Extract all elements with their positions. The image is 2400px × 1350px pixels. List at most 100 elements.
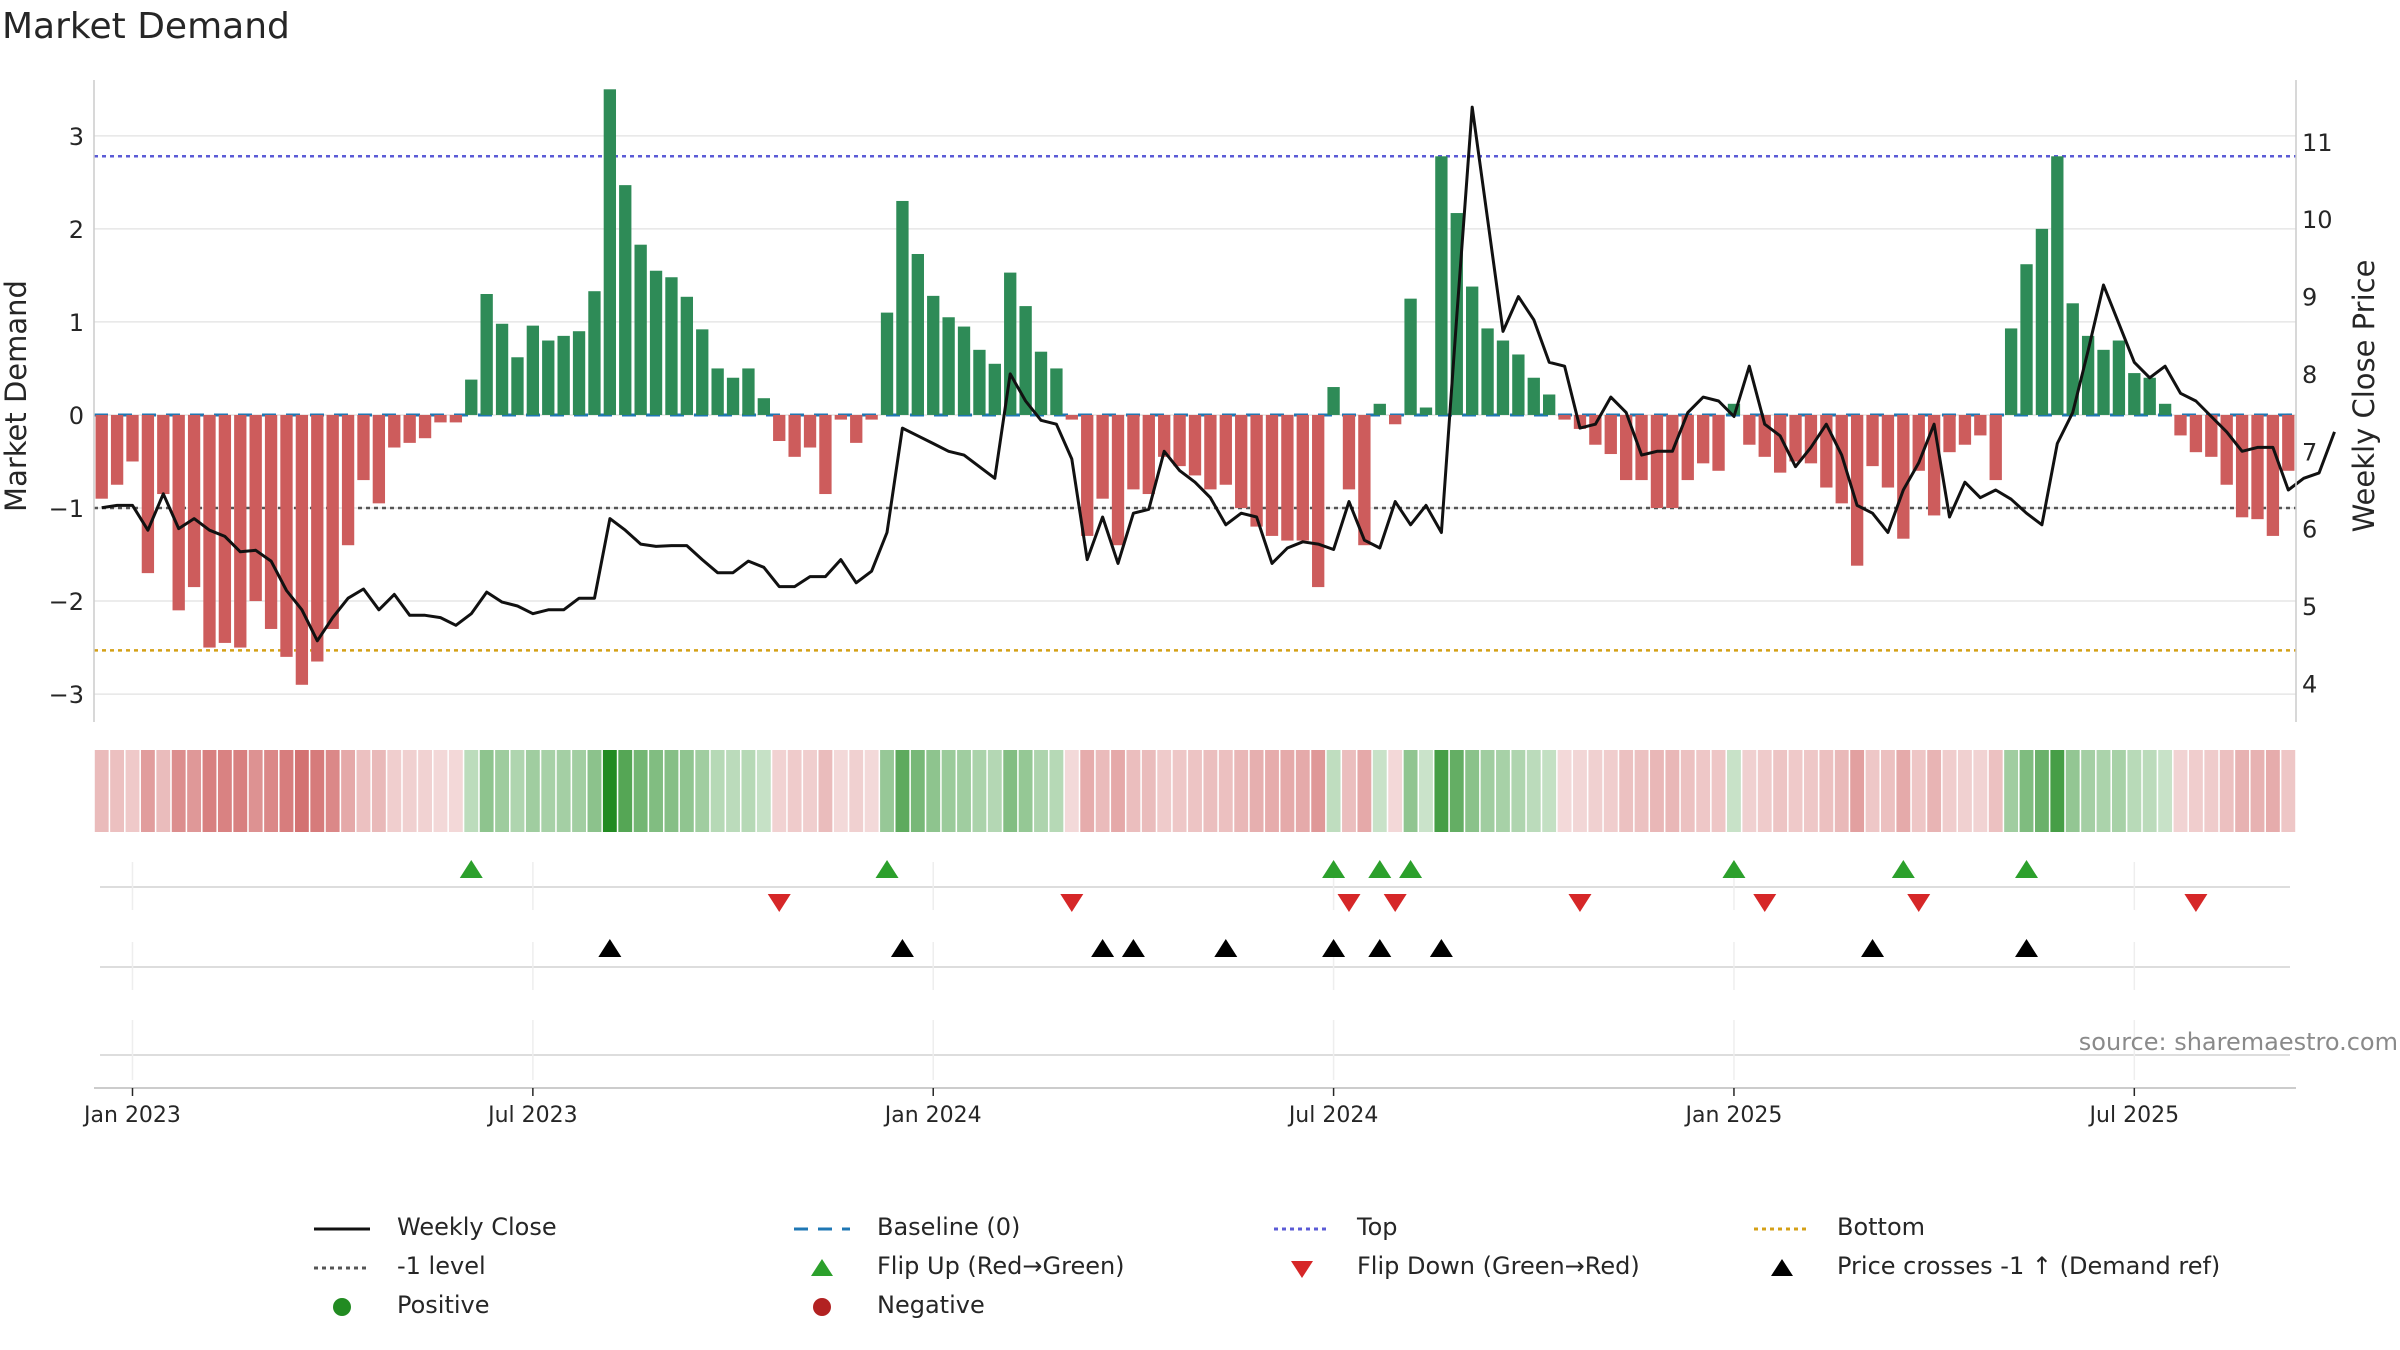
heat-cell <box>1834 750 1849 832</box>
demand-bar <box>126 414 139 462</box>
heat-cell <box>1280 750 1295 832</box>
heat-cell <box>341 750 356 832</box>
demand-bar <box>803 414 817 448</box>
heat-cell <box>387 750 402 832</box>
heat-cell <box>664 750 679 832</box>
demand-bar <box>357 414 370 481</box>
event-markers <box>459 860 2208 957</box>
x-tick-label: Jul 2023 <box>486 1103 578 1128</box>
demand-bar <box>1681 414 1694 481</box>
heat-cell <box>2127 750 2142 832</box>
demand-bar <box>1666 414 1679 508</box>
demand-bar <box>295 414 309 685</box>
demand-bar <box>649 270 663 415</box>
demand-bar <box>757 398 770 415</box>
heat-cell <box>1049 750 1064 832</box>
heat-cell <box>2219 750 2234 832</box>
flip-up-marker <box>2015 860 2039 878</box>
heat-cell <box>495 750 509 832</box>
heat-cell <box>787 750 802 832</box>
heat-cell <box>1865 750 1880 832</box>
heat-cell <box>1573 750 1587 832</box>
demand-bar <box>942 317 955 415</box>
x-tick-label: Jul 2024 <box>1287 1103 1379 1128</box>
demand-bar <box>880 312 894 415</box>
heat-cell <box>772 750 787 832</box>
demand-bar <box>1419 407 1433 415</box>
heat-cell <box>1480 750 1495 832</box>
heat-cell <box>741 750 756 832</box>
demand-bar <box>264 414 278 629</box>
demand-bar <box>1312 414 1325 588</box>
heat-cell <box>202 750 217 832</box>
heat-cell <box>1850 750 1865 832</box>
demand-bar <box>480 294 493 415</box>
heat-cell <box>1234 750 1249 832</box>
demand-bar <box>1727 403 1741 415</box>
circle-icon <box>333 1298 351 1316</box>
heat-cell <box>2173 750 2188 832</box>
heat-cell <box>649 750 663 832</box>
demand-bar <box>95 414 108 499</box>
demand-bar <box>557 335 570 415</box>
demand-bar <box>1296 414 1309 541</box>
flip-down-marker <box>2184 894 2208 912</box>
demand-bar <box>1373 403 1386 415</box>
demand-bar <box>742 368 755 415</box>
heat-cell <box>1126 750 1141 832</box>
demand-bar <box>1019 306 1032 415</box>
demand-bar <box>249 414 262 602</box>
demand-bar <box>1235 414 1248 508</box>
demand-bar <box>2266 414 2280 536</box>
y2-tick-label: 5 <box>2302 593 2317 621</box>
heat-cell <box>1419 750 1433 832</box>
heat-cell <box>1603 750 1618 832</box>
demand-bar <box>2051 156 2064 415</box>
heat-cell <box>1326 750 1341 832</box>
demand-bar <box>634 244 647 415</box>
heat-cell <box>402 750 417 832</box>
flip-up-marker <box>1399 860 1423 878</box>
heat-cell <box>602 750 617 832</box>
demand-bar <box>1050 368 1063 415</box>
price-cross-marker <box>2015 939 2039 957</box>
heat-cell <box>1265 750 1279 832</box>
y-tick-label: −3 <box>49 681 84 709</box>
heat-cell <box>587 750 602 832</box>
demand-bar <box>1219 414 1232 485</box>
flip-down-marker <box>1753 894 1777 912</box>
flip-down-marker <box>767 894 791 912</box>
price-cross-marker <box>1214 939 1238 957</box>
demand-heat-strip <box>94 750 2296 832</box>
x-tick-label: Jan 2025 <box>1683 1103 1782 1128</box>
heat-cell <box>2081 750 2096 832</box>
demand-bar <box>1850 414 1864 566</box>
y2-tick-label: 10 <box>2302 206 2333 234</box>
demand-bar <box>1389 414 1402 425</box>
demand-bar <box>110 414 124 485</box>
demand-bar <box>1943 414 1956 453</box>
heat-cell <box>1665 750 1680 832</box>
heat-cell <box>1249 750 1264 832</box>
price-line-layer <box>101 105 2336 643</box>
heat-cell <box>1619 750 1634 832</box>
demand-bar <box>218 414 232 643</box>
heat-cell <box>156 750 171 832</box>
flip-up-marker <box>1722 860 1746 878</box>
demand-bar <box>819 414 832 495</box>
y-tick-label: 2 <box>69 216 84 244</box>
heat-cell <box>1804 750 1818 832</box>
heat-cell <box>125 750 140 832</box>
heat-cell <box>310 750 325 832</box>
demand-bar <box>1989 414 2002 481</box>
heat-cell <box>325 750 340 832</box>
demand-bar <box>1127 414 1140 490</box>
heat-cell <box>1542 750 1557 832</box>
axes: −3 −2 −1 0 1 2 3 4 5 6 7 8 9 10 11 Jan 2023 Jul 2023 Jan … <box>49 80 2333 1128</box>
heat-cell <box>2096 750 2111 832</box>
heat-cell <box>448 750 463 832</box>
demand-bar <box>234 414 247 648</box>
y2-tick-label: 8 <box>2302 361 2317 389</box>
y-tick-label: 0 <box>69 402 84 430</box>
